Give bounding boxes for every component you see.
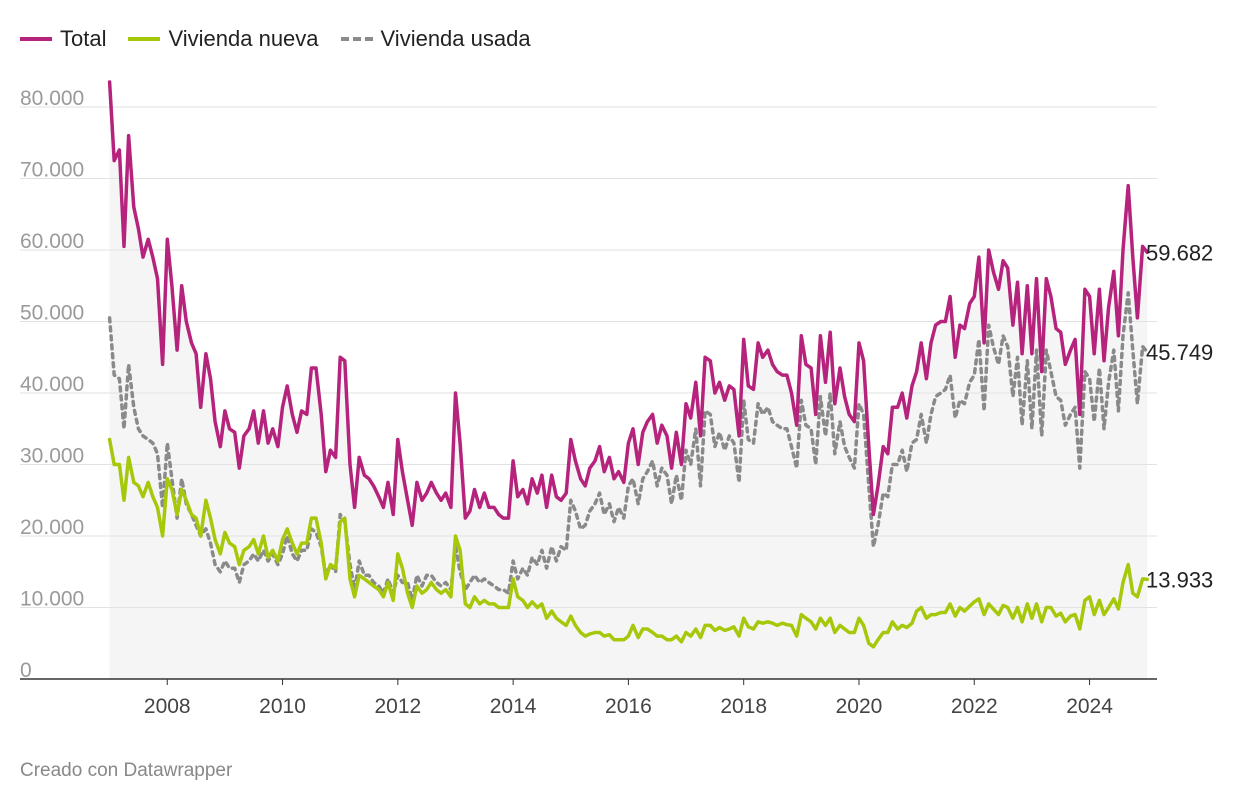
legend-item-vivienda-nueva[interactable]: Vivienda nueva	[128, 26, 319, 52]
x-tick-label: 2020	[836, 695, 883, 718]
legend: Total Vivienda nueva Vivienda usada	[20, 26, 531, 52]
legend-item-vivienda-usada[interactable]: Vivienda usada	[340, 26, 531, 52]
y-tick-label: 60.000	[20, 230, 84, 253]
y-tick-label: 50.000	[20, 302, 84, 325]
end-label-vivienda-usada: 45.749	[1146, 340, 1213, 365]
legend-swatch-vivienda-usada	[340, 37, 373, 41]
y-tick-label: 70.000	[20, 159, 84, 182]
x-tick-label: 2014	[490, 695, 537, 718]
y-tick-label: 20.000	[20, 516, 84, 539]
x-tick-label: 2012	[374, 695, 421, 718]
total-area-fill	[109, 82, 1148, 679]
y-tick-label: 80.000	[20, 87, 84, 110]
x-tick-label: 2008	[144, 695, 191, 718]
y-tick-label: 40.000	[20, 373, 84, 396]
x-tick-label: 2018	[720, 695, 767, 718]
legend-item-total[interactable]: Total	[20, 26, 106, 52]
legend-swatch-vivienda-nueva	[128, 37, 161, 41]
legend-label-vivienda-usada: Vivienda usada	[380, 26, 531, 51]
x-tick-label: 2024	[1066, 695, 1113, 718]
x-tick-label: 2010	[259, 695, 306, 718]
footer-credit: Creado con Datawrapper	[20, 760, 233, 781]
series-line-vivienda-nueva	[107, 437, 1149, 649]
legend-swatch-total	[20, 37, 52, 41]
end-label-vivienda-nueva: 13.933	[1146, 567, 1213, 592]
y-tick-label: 10.000	[20, 588, 84, 611]
legend-label-vivienda-nueva: Vivienda nueva	[168, 26, 319, 51]
series-line-total	[107, 80, 1149, 528]
y-tick-label: 0	[20, 659, 32, 682]
end-label-total: 59.682	[1146, 240, 1213, 265]
x-tick-label: 2022	[951, 695, 998, 718]
legend-label-total: Total	[60, 26, 107, 51]
x-tick-label: 2016	[605, 695, 652, 718]
y-tick-label: 30.000	[20, 445, 84, 468]
